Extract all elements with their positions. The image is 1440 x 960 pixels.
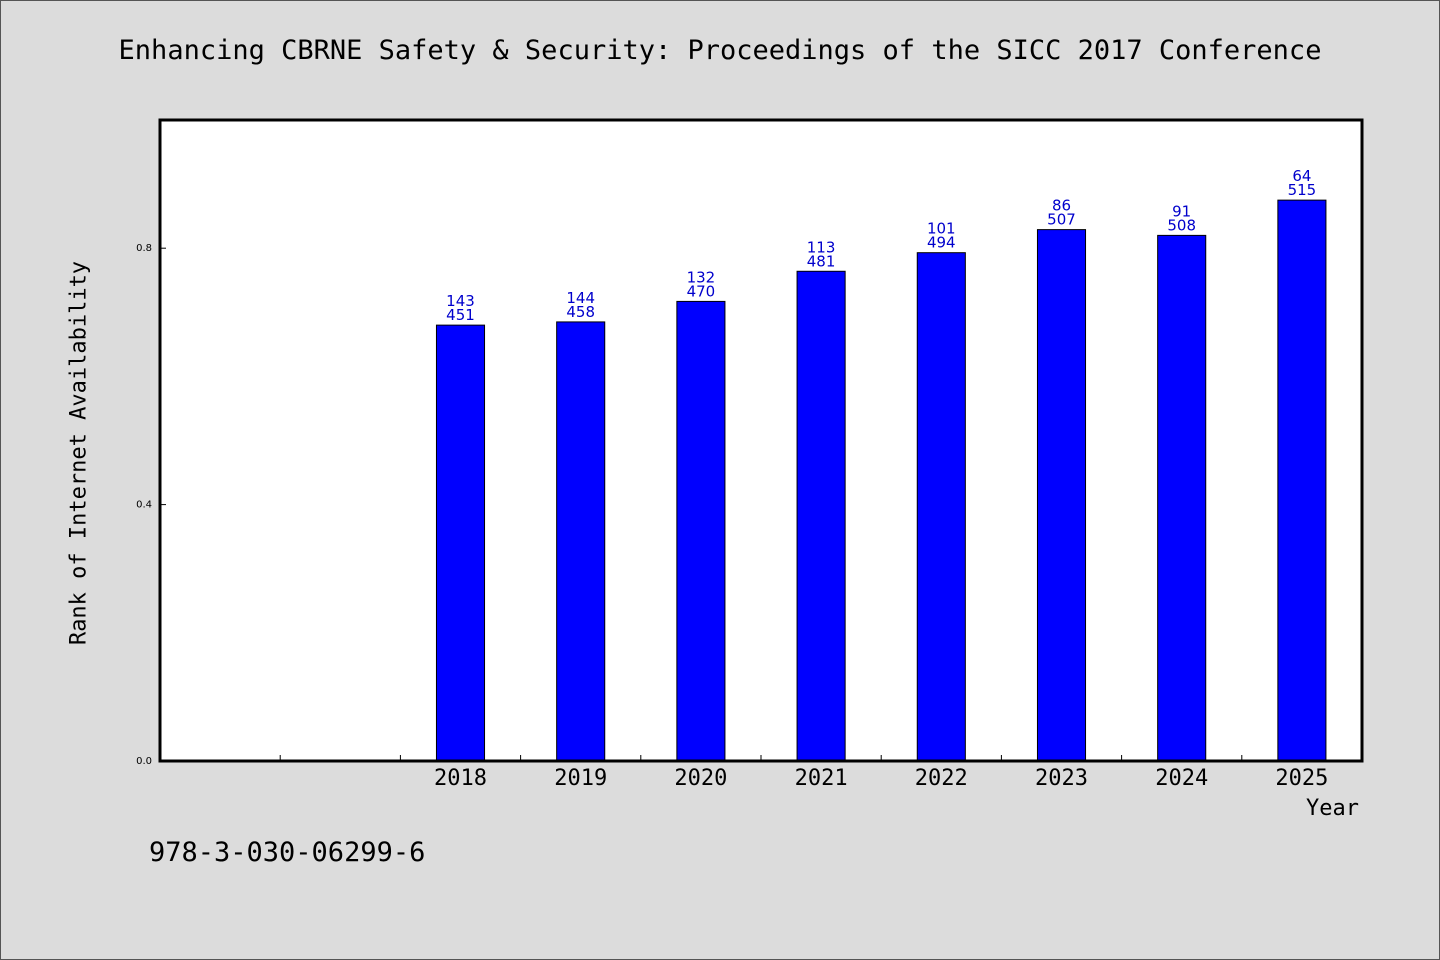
bar <box>1036 229 1087 762</box>
bar-label-top: 144 <box>566 289 595 307</box>
x-tick-label: 2019 <box>554 766 607 791</box>
isbn-text: 978-3-030-06299-6 <box>149 837 426 868</box>
bar-label-top: 101 <box>927 220 956 238</box>
bar <box>916 252 966 762</box>
x-tick-label: 2018 <box>434 766 487 791</box>
bar <box>435 324 486 762</box>
bar-label-top: 113 <box>807 238 836 256</box>
x-tick-label: 2022 <box>915 766 968 791</box>
bar-label-bottom: 494 <box>927 234 956 252</box>
bar <box>676 300 726 762</box>
x-tick-label: 2025 <box>1275 766 1328 791</box>
x-axis-label: Year <box>1306 796 1359 821</box>
x-tick-label: 2024 <box>1155 766 1208 791</box>
x-tick-label: 2020 <box>674 766 727 791</box>
bar-label-bottom: 451 <box>446 306 475 324</box>
bar-label-bottom: 458 <box>566 303 595 321</box>
bar-label-top: 91 <box>1172 202 1191 220</box>
bar-label-bottom: 481 <box>807 252 836 270</box>
bar <box>1277 199 1327 762</box>
y-tick-label: 0.0 <box>136 756 152 767</box>
x-tick-label: 2023 <box>1035 766 1088 791</box>
bar-label-bottom: 470 <box>687 282 716 300</box>
bar-label-top: 132 <box>687 268 716 286</box>
x-tick-label: 2021 <box>795 766 848 791</box>
bar <box>1157 234 1207 762</box>
chart-title: Enhancing CBRNE Safety & Security: Proce… <box>118 35 1322 66</box>
bar-label-top: 64 <box>1292 167 1311 185</box>
y-tick-label: 0.4 <box>136 500 152 511</box>
y-axis-label: Rank of Internet Availability <box>66 260 92 646</box>
plot-border <box>158 118 1364 763</box>
bar <box>796 270 846 762</box>
bar-label-top: 143 <box>446 292 475 310</box>
bar-label-top: 86 <box>1052 197 1071 215</box>
bar-label-bottom: 507 <box>1047 211 1076 229</box>
bar-label-bottom: 508 <box>1167 216 1196 234</box>
y-tick-label: 0.8 <box>136 243 152 254</box>
bar-label-bottom: 515 <box>1288 181 1317 199</box>
bar <box>556 321 606 762</box>
